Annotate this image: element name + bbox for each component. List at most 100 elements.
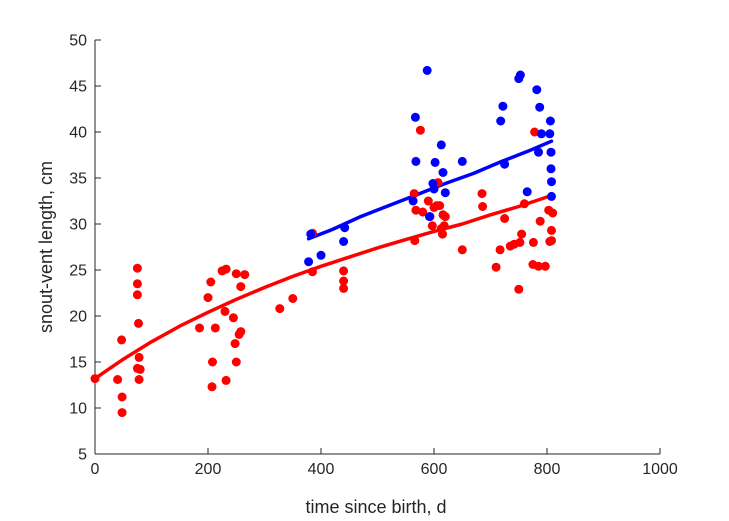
data-point [500,159,510,169]
data-point [478,202,488,211]
data-point [515,237,525,247]
data-point [236,327,246,337]
data-point [422,65,432,75]
fit-curves [93,139,554,381]
data-point [534,261,543,271]
y-tick-label: 30 [69,217,87,234]
y-tick-label: 25 [69,263,87,280]
data-point [547,191,556,201]
data-point [275,304,285,314]
data-point [440,188,450,198]
data-point [545,129,555,139]
data-point [221,264,231,274]
data-point [522,187,532,197]
data-point [535,216,545,226]
y-tick-label: 40 [69,125,87,142]
data-point [409,189,419,199]
data-point [240,270,250,280]
x-axis-label: time since birth, d [305,497,446,517]
data-point [436,140,446,150]
x-tick-label: 200 [195,461,222,478]
data-point [411,205,421,215]
data-point [438,168,448,177]
y-axis-label: snout-vent length, cm [36,161,56,333]
data-point [435,201,445,211]
data-point [545,116,555,126]
data-point [535,102,545,112]
data-point [231,269,241,279]
data-point [498,101,508,111]
data-point [491,262,501,272]
data-point [339,276,349,286]
data-point [306,229,316,239]
data-point [546,164,556,174]
data-point [134,375,144,384]
data-point [132,263,142,273]
x-tick-label: 400 [308,461,335,478]
data-point [304,257,314,267]
data-point [547,225,556,235]
data-point [90,374,100,384]
data-point [534,147,543,157]
data-point [288,294,298,303]
data-point [228,313,238,323]
data-point [439,221,449,231]
data-point [536,129,546,139]
data-point [546,147,556,157]
data-point [427,221,437,231]
data-point [408,196,418,206]
data-point [231,357,241,367]
data-point [135,364,145,374]
data-point [519,199,529,209]
data-point [429,184,439,194]
data-point [440,212,450,222]
data-point [134,318,143,328]
data-point [540,261,550,271]
data-point [132,290,142,300]
data-point [208,357,217,367]
y-tick-label: 15 [69,355,87,372]
series-blue [304,65,556,267]
data-point [410,112,420,122]
data-point [410,236,420,246]
data-point [134,352,144,362]
data-point [203,293,213,303]
data-point [230,339,240,349]
data-point [411,156,421,166]
x-tick-label: 600 [421,461,448,478]
data-point [117,392,127,402]
data-point [210,323,220,333]
data-point [547,236,556,246]
data-point [236,282,246,292]
data-point [530,127,540,137]
data-points [90,65,558,418]
data-point [308,267,317,277]
data-point [206,277,216,287]
y-tick-label: 45 [69,79,87,96]
data-point [339,266,349,276]
data-point [457,156,467,166]
data-point [517,229,527,239]
y-tick-label: 20 [69,309,87,326]
data-point [195,323,204,333]
y-tick-label: 5 [78,447,87,464]
x-tick-label: 0 [91,461,100,478]
data-point [113,375,123,384]
data-point [339,283,349,293]
data-point [425,212,434,222]
data-point [340,223,350,233]
y-tick-label: 50 [69,33,87,50]
axes: 0 200 400 600 800 1000 5 10 15 20 25 30 35 40 45 50 [69,33,678,479]
data-point [514,284,524,294]
x-tick-label: 800 [534,461,561,478]
data-point [339,237,349,246]
data-point [316,250,326,260]
data-point [418,207,428,217]
data-point [132,279,142,289]
y-tick-label: 35 [69,171,87,188]
data-point [495,245,505,255]
data-point [221,375,231,385]
data-point [423,196,433,206]
data-point [117,335,127,345]
